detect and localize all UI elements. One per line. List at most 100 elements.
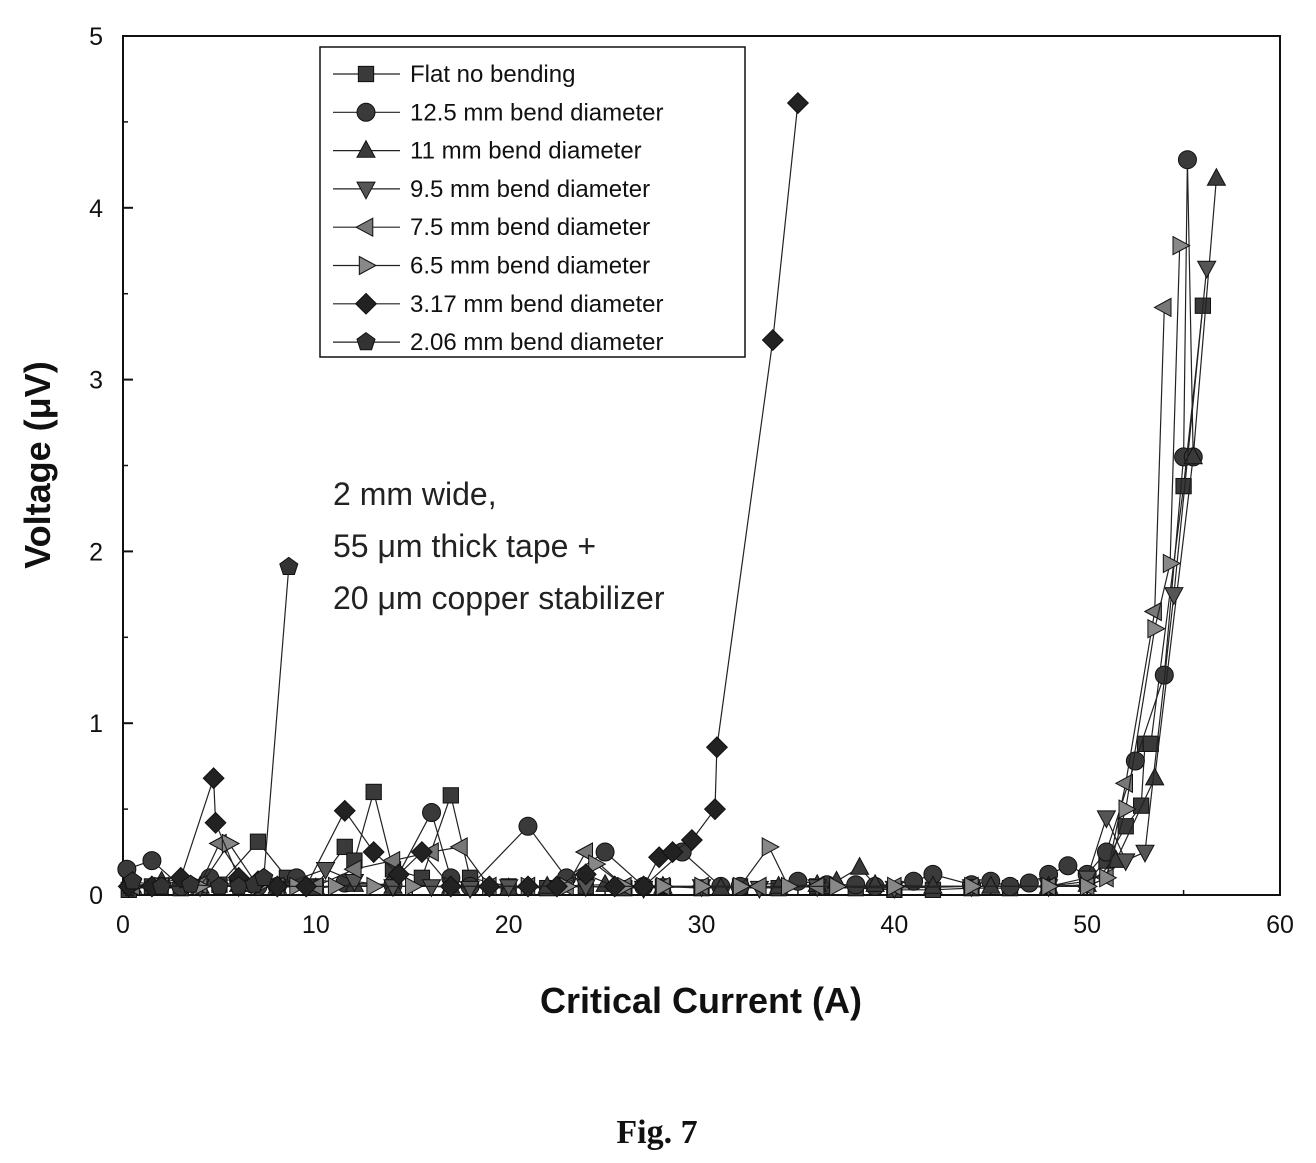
annotation-line-3: 20 μm copper stabilizer <box>333 580 665 616</box>
data-point <box>595 842 615 862</box>
series-line <box>128 305 1204 891</box>
data-point <box>1172 235 1191 256</box>
legend-entry: 3.17 mm bend diameter <box>333 291 663 318</box>
data-point <box>1099 867 1118 888</box>
legend-marker <box>356 102 376 122</box>
series-layer <box>117 91 1227 900</box>
data-point <box>655 876 674 897</box>
legend-marker <box>356 139 376 158</box>
data-point <box>761 328 784 352</box>
data-point <box>632 875 655 898</box>
data-point <box>180 874 201 893</box>
legend-box <box>319 46 746 358</box>
data-point <box>366 876 385 897</box>
data-point <box>405 876 424 897</box>
data-point <box>142 851 162 871</box>
data-point <box>518 816 538 836</box>
legend-label: 2.06 mm bend diameter <box>410 329 663 356</box>
data-point <box>202 767 225 790</box>
y-tick-label: 0 <box>89 882 103 910</box>
data-point <box>327 876 347 897</box>
legend-entry: 2.06 mm bend diameter <box>333 329 663 356</box>
legend-items: Flat no bending 12.5 mm bend diameter 11 m… <box>333 61 663 356</box>
data-point <box>923 875 943 894</box>
data-point <box>249 833 267 850</box>
series-pentagon <box>123 556 299 895</box>
legend-entry: 11 mm bend diameter <box>333 138 642 165</box>
data-point <box>849 856 870 875</box>
data-point <box>449 837 468 857</box>
data-point <box>732 876 752 897</box>
legend-marker <box>354 292 378 315</box>
data-point <box>315 862 336 881</box>
legend-entry: 12.5 mm bend diameter <box>333 99 663 126</box>
data-point <box>204 811 227 834</box>
data-point <box>1114 773 1133 794</box>
data-point <box>703 798 727 821</box>
x-tick-label: 40 <box>880 911 908 939</box>
data-point <box>887 876 906 897</box>
data-point <box>169 866 192 889</box>
data-point <box>1147 618 1166 639</box>
data-point <box>781 876 800 897</box>
data-point <box>1133 797 1150 814</box>
data-point <box>1196 260 1217 279</box>
data-point <box>123 871 143 890</box>
legend-entry: 7.5 mm bend diameter <box>333 214 650 241</box>
y-tick-label: 2 <box>89 538 103 566</box>
data-point <box>387 863 410 886</box>
data-point <box>442 787 459 804</box>
data-point <box>786 91 810 115</box>
x-axis-title: Critical Current (A) <box>540 980 862 1021</box>
annotation-line-1: 2 mm wide, <box>333 476 497 512</box>
series-square <box>120 297 1212 898</box>
data-point <box>980 875 1001 894</box>
legend-entry: Flat no bending <box>333 61 575 88</box>
legend-marker <box>356 181 376 200</box>
data-point <box>279 556 299 575</box>
data-point <box>382 850 401 871</box>
data-point <box>694 876 713 897</box>
data-point <box>254 867 274 886</box>
legend-entry: 6.5 mm bend diameter <box>333 253 650 280</box>
data-point <box>1153 297 1172 318</box>
data-point <box>574 863 597 886</box>
y-tick-label: 1 <box>89 710 103 738</box>
data-point <box>516 875 540 898</box>
data-point <box>1079 876 1099 897</box>
figure-caption: Fig. 7 <box>616 1114 697 1151</box>
data-point <box>603 875 626 898</box>
data-point <box>680 828 703 852</box>
data-point <box>829 876 848 897</box>
legend-label: 12.5 mm bend diameter <box>410 99 663 126</box>
data-point <box>336 838 353 856</box>
legend-marker <box>356 331 376 351</box>
data-point <box>421 879 442 898</box>
data-point <box>1162 553 1182 574</box>
y-tick-label: 3 <box>89 367 103 395</box>
data-point <box>1206 167 1227 186</box>
data-point <box>1115 853 1136 872</box>
data-point <box>1144 767 1165 786</box>
legend: Flat no bending 12.5 mm bend diameter 11 m… <box>319 46 746 358</box>
data-point <box>209 876 229 895</box>
data-point <box>152 876 172 895</box>
x-tick-label: 0 <box>116 911 130 939</box>
legend-label: Flat no bending <box>410 61 575 88</box>
data-point <box>588 854 607 874</box>
legend-label: 9.5 mm bend diameter <box>410 176 650 203</box>
legend-marker <box>355 217 374 238</box>
legend-label: 3.17 mm bend diameter <box>410 291 663 318</box>
data-point <box>1019 873 1039 893</box>
y-tick-label: 4 <box>89 195 103 223</box>
series-line <box>132 267 1208 889</box>
data-point <box>422 803 442 823</box>
data-point <box>410 840 433 864</box>
data-point <box>1183 445 1204 465</box>
data-point <box>1118 799 1137 819</box>
data-point <box>365 783 382 801</box>
annotation-line-2: 55 μm thick tape + <box>333 528 596 564</box>
data-point <box>498 879 519 898</box>
y-tick-label: 5 <box>89 23 103 51</box>
